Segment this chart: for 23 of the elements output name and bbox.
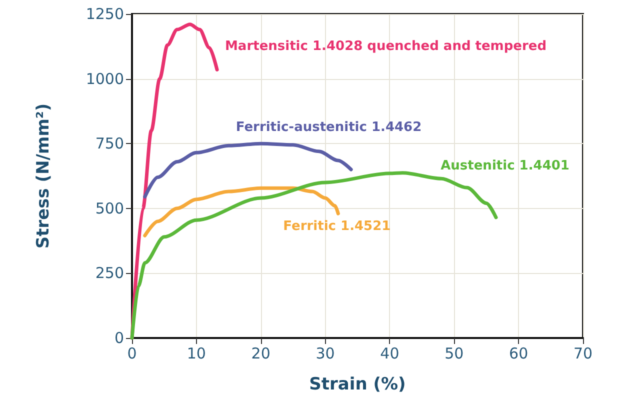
line-series bbox=[143, 142, 353, 198]
x-tick-label: 0 bbox=[127, 344, 137, 362]
y-axis-title: Stress (N/mm²) bbox=[34, 103, 54, 249]
y-tick-label: 1250 bbox=[86, 5, 124, 23]
line-series bbox=[143, 186, 340, 238]
series-label: Ferritic 1.4521 bbox=[283, 219, 391, 234]
x-tick-label: 60 bbox=[509, 344, 528, 362]
y-tick-label: 750 bbox=[95, 134, 124, 153]
x-tick-label: 70 bbox=[573, 344, 593, 362]
series-label: Ferritic-austenitic 1.4462 bbox=[236, 120, 422, 136]
y-tick-label: 1000 bbox=[86, 70, 124, 88]
x-tick-label: 40 bbox=[380, 344, 400, 362]
x-tick-label: 30 bbox=[316, 344, 335, 362]
x-tick-label: 20 bbox=[251, 344, 270, 362]
x-axis-title: Strain (%) bbox=[309, 374, 406, 394]
series-label: Martensitic 1.4028 quenched and tempered bbox=[224, 38, 547, 54]
series-label: Austenitic 1.4401 bbox=[440, 158, 570, 174]
x-tick-label: 50 bbox=[444, 344, 464, 362]
x-tick-label: 10 bbox=[186, 344, 206, 362]
y-tick-label: 250 bbox=[95, 264, 124, 282]
y-tick-label: 500 bbox=[95, 199, 124, 218]
y-tick-label: 0 bbox=[114, 329, 124, 347]
line-series bbox=[130, 171, 498, 340]
